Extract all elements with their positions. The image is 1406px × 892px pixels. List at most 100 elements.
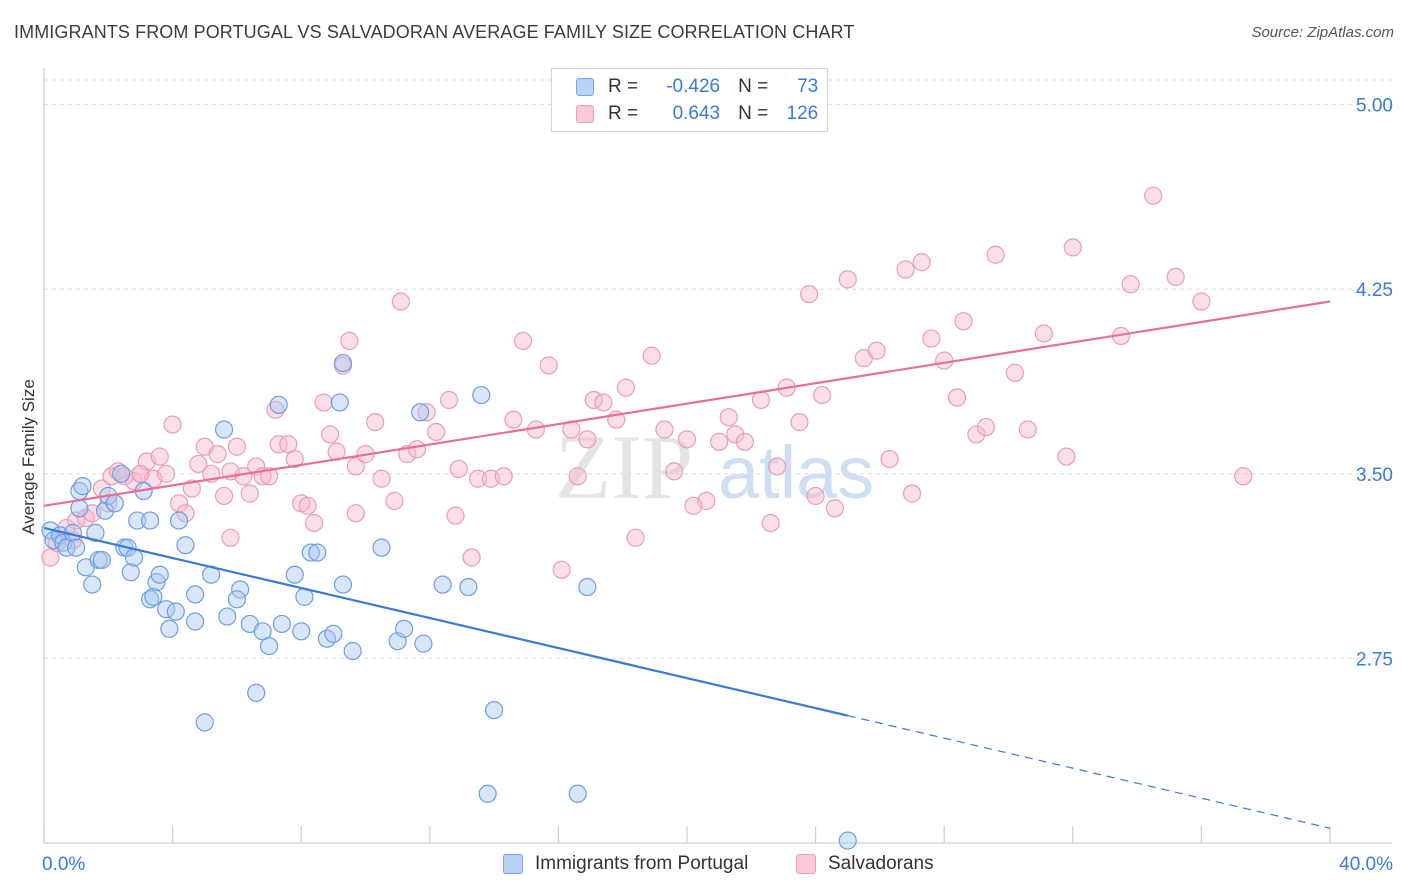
trend-lines: [43, 300, 1331, 829]
data-point: [800, 285, 819, 304]
data-point: [333, 575, 353, 594]
data-point: [578, 577, 597, 597]
data-point: [880, 449, 899, 469]
data-point: [314, 393, 333, 412]
data-point: [227, 437, 246, 456]
data-point: [812, 385, 832, 405]
data-point: [485, 700, 504, 720]
data-point: [1018, 420, 1037, 439]
data-point: [95, 501, 115, 520]
legend-r-label: R =: [608, 103, 639, 124]
data-point: [710, 432, 729, 451]
legend-swatch-pink: [576, 105, 594, 123]
legend-row-blue: R = -0.426 N = 73: [576, 75, 818, 99]
chart-source: Source: ZipAtlas.com: [1251, 24, 1394, 41]
data-point: [140, 511, 160, 530]
data-point: [330, 393, 349, 412]
data-point: [414, 634, 433, 653]
data-point: [259, 467, 279, 486]
data-point: [144, 587, 163, 606]
data-point: [578, 430, 597, 449]
data-point: [121, 563, 140, 582]
data-point: [539, 356, 558, 375]
data-point: [285, 449, 304, 469]
data-point: [346, 504, 365, 523]
data-point: [411, 403, 430, 422]
axis-labels: 2.75 3.50 4.25 5.00 0.0% 40.0% Average Family …: [19, 96, 1393, 875]
data-point: [324, 624, 343, 643]
data-point: [642, 346, 661, 365]
y-tick-label: 4.25: [1356, 280, 1393, 301]
data-point: [449, 459, 468, 478]
data-point: [231, 580, 250, 599]
legend-n-label: N =: [738, 103, 769, 124]
bottom-legend-swatch-pink: [796, 854, 816, 874]
data-point: [92, 550, 111, 570]
data-point: [439, 390, 459, 410]
chart-title: IMMIGRANTS FROM PORTUGAL VS SALVADORAN A…: [14, 22, 855, 42]
data-point: [391, 292, 410, 311]
data-point: [494, 467, 513, 486]
data-point: [459, 577, 478, 597]
data-point: [504, 410, 523, 429]
data-point: [726, 425, 745, 444]
data-point: [1005, 363, 1025, 382]
data-point: [1166, 267, 1185, 287]
data-point: [790, 413, 809, 432]
data-point: [976, 417, 996, 437]
data-point: [761, 513, 780, 533]
data-point: [195, 713, 214, 732]
trend-line-blue: [43, 526, 849, 717]
data-point: [86, 523, 105, 542]
data-point: [446, 506, 465, 525]
legend-r-value-blue: -0.426: [666, 76, 721, 97]
data-point: [922, 329, 941, 348]
data-point: [912, 253, 931, 272]
data-point: [189, 454, 208, 474]
data-point: [157, 464, 176, 483]
data-point: [1121, 275, 1140, 294]
data-point: [269, 395, 288, 414]
trend-line-pink: [43, 300, 1331, 507]
data-point: [433, 575, 452, 594]
data-point: [186, 585, 205, 604]
watermark-atlas: atlas: [718, 431, 874, 514]
data-point: [366, 413, 385, 432]
data-point: [427, 422, 446, 442]
data-point: [568, 784, 587, 803]
data-point: [214, 486, 234, 506]
data-point: [208, 445, 227, 464]
data-point: [272, 614, 292, 634]
data-point: [806, 486, 825, 506]
data-point: [67, 538, 86, 557]
data-point: [838, 270, 857, 289]
data-point: [73, 477, 92, 496]
data-point: [269, 435, 288, 454]
correlation-legend: R = -0.426 N = 73 R = 0.643 N = 126: [551, 68, 828, 132]
data-point: [176, 536, 195, 555]
data-point: [626, 528, 645, 547]
data-point: [333, 353, 353, 373]
bottom-legend-blue: Immigrants from Portugal: [503, 852, 748, 876]
data-point: [140, 590, 160, 609]
data-point: [478, 784, 497, 803]
data-point: [150, 565, 169, 584]
data-point: [131, 464, 150, 483]
data-point: [1144, 186, 1163, 205]
legend-r-value-pink: 0.643: [672, 103, 721, 124]
data-point: [616, 378, 636, 397]
legend-n-value-pink: 126: [786, 103, 819, 124]
data-point: [1057, 447, 1076, 466]
legend-row-pink: R = 0.643 N = 126: [576, 102, 818, 126]
axes: [43, 68, 1392, 844]
data-point: [867, 341, 886, 360]
data-point: [896, 260, 915, 279]
x-tick-label: 40.0%: [1339, 854, 1393, 875]
data-point: [684, 496, 703, 515]
data-point: [655, 420, 674, 439]
data-point: [340, 331, 359, 350]
data-point: [112, 464, 131, 483]
trend-line-blue-extension: [847, 715, 1331, 829]
data-point: [954, 312, 973, 331]
